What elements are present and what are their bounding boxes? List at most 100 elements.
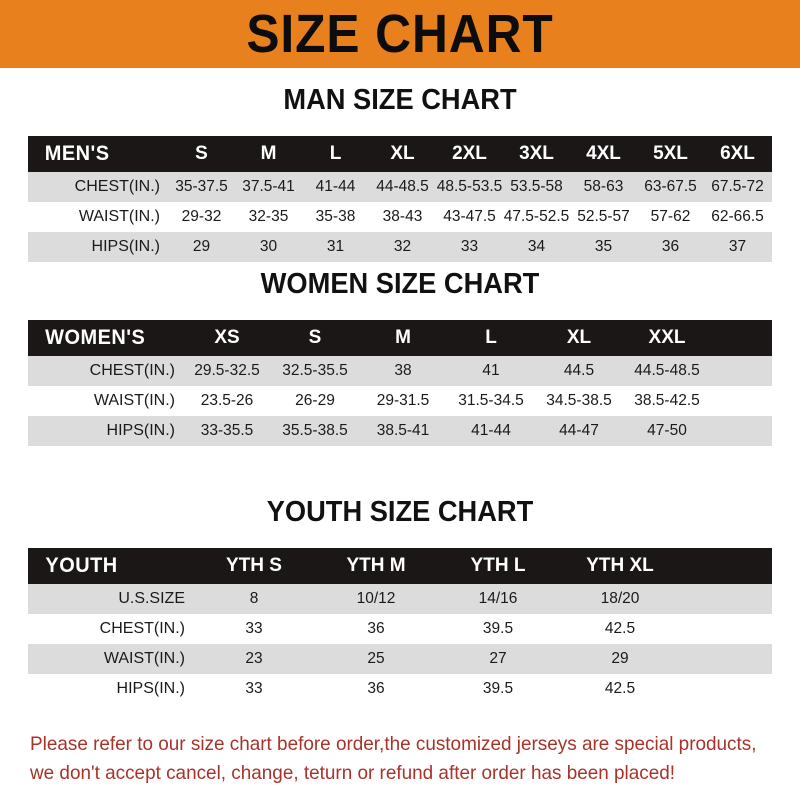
men-row-label-2: HIPS(IN.) bbox=[91, 238, 160, 255]
men-size-5: 3XL bbox=[519, 143, 554, 164]
women-row-label-0: CHEST(IN.) bbox=[89, 362, 175, 379]
women-size-table: WOMEN'S XS S M L XL XXL CHEST(IN.) 29.5-32.5 32.5… bbox=[28, 320, 772, 446]
women-header-row: WOMEN'S XS S M L XL XXL bbox=[28, 320, 772, 356]
table-cell: 34 bbox=[527, 238, 546, 255]
men-size-table: MEN'S S M L XL 2XL 3XL 4XL 5XL 6XL CHEST(IN.) 35-37… bbox=[28, 136, 772, 262]
table-cell: 44-47 bbox=[559, 422, 599, 439]
women-size-4: XL bbox=[566, 327, 592, 348]
table-cell: 29.5-32.5 bbox=[194, 362, 260, 379]
header-banner: SIZE CHART bbox=[0, 0, 800, 68]
women-size-5: XXL bbox=[648, 327, 686, 348]
table-row: CHEST(IN.) 33 36 39.5 42.5 bbox=[28, 614, 772, 644]
men-header-label: MEN'S bbox=[44, 142, 110, 165]
youth-size-3: YTH XL bbox=[586, 555, 654, 576]
table-cell: 41-44 bbox=[315, 178, 356, 195]
men-size-0: S bbox=[195, 143, 208, 164]
table-cell: 33 bbox=[460, 238, 479, 255]
women-row-label-1: WAIST(IN.) bbox=[93, 392, 175, 409]
youth-size-0: YTH S bbox=[226, 555, 282, 576]
table-cell: 30 bbox=[259, 238, 278, 255]
table-cell: 41-44 bbox=[471, 422, 511, 439]
table-cell: 62-66.5 bbox=[711, 208, 764, 225]
table-cell: 33 bbox=[245, 620, 263, 637]
men-row-label-0: CHEST(IN.) bbox=[74, 178, 160, 195]
youth-row-label-0: U.S.SIZE bbox=[118, 590, 185, 607]
table-cell: 18/20 bbox=[600, 590, 640, 607]
table-cell: 26-29 bbox=[295, 392, 335, 409]
table-cell: 31.5-34.5 bbox=[458, 392, 524, 409]
youth-row-label-2: WAIST(IN.) bbox=[103, 650, 185, 667]
youth-header-label: YOUTH bbox=[45, 554, 118, 577]
table-cell: 43-47.5 bbox=[443, 208, 496, 225]
table-cell: 37.5-41 bbox=[242, 178, 295, 195]
table-row: WAIST(IN.) 23 25 27 29 bbox=[28, 644, 772, 674]
table-cell: 41 bbox=[482, 362, 500, 379]
table-cell: 25 bbox=[367, 650, 385, 667]
women-size-0: XS bbox=[214, 327, 240, 348]
table-cell: 58-63 bbox=[583, 178, 624, 195]
table-cell: 32 bbox=[393, 238, 412, 255]
table-cell: 37 bbox=[728, 238, 747, 255]
women-size-3: L bbox=[485, 327, 497, 348]
table-cell: 47-50 bbox=[647, 422, 687, 439]
youth-size-2: YTH L bbox=[470, 555, 526, 576]
table-cell: 57-62 bbox=[650, 208, 691, 225]
table-cell: 31 bbox=[326, 238, 345, 255]
table-cell: 23 bbox=[245, 650, 263, 667]
table-cell: 63-67.5 bbox=[644, 178, 697, 195]
men-size-8: 6XL bbox=[720, 143, 755, 164]
table-cell: 38-43 bbox=[382, 208, 423, 225]
men-size-7: 5XL bbox=[653, 143, 688, 164]
table-cell: 35-38 bbox=[315, 208, 356, 225]
table-row: HIPS(IN.) 33 36 39.5 42.5 bbox=[28, 674, 772, 704]
table-cell: 38.5-41 bbox=[376, 422, 430, 439]
table-row: CHEST(IN.) 29.5-32.5 32.5-35.5 38 41 44.5 44.5… bbox=[28, 356, 772, 386]
table-cell: 35 bbox=[594, 238, 613, 255]
table-cell: 33 bbox=[245, 680, 263, 697]
youth-size-1: YTH M bbox=[346, 555, 406, 576]
table-cell: 42.5 bbox=[604, 620, 636, 637]
table-cell: 33-35.5 bbox=[200, 422, 254, 439]
table-cell: 52.5-57 bbox=[577, 208, 630, 225]
youth-row-label-1: CHEST(IN.) bbox=[99, 620, 185, 637]
table-cell: 29-31.5 bbox=[376, 392, 430, 409]
table-row: WAIST(IN.) 29-32 32-35 35-38 38-43 43-47.5 47.… bbox=[28, 202, 772, 232]
men-size-6: 4XL bbox=[586, 143, 621, 164]
women-section-title: WOMEN SIZE CHART bbox=[260, 268, 540, 300]
table-cell: 35.5-38.5 bbox=[282, 422, 348, 439]
women-size-1: S bbox=[308, 327, 322, 348]
men-size-3: XL bbox=[390, 143, 415, 164]
table-cell: 53.5-58 bbox=[510, 178, 563, 195]
youth-section-title: YOUTH SIZE CHART bbox=[266, 496, 534, 528]
table-cell: 47.5-52.5 bbox=[503, 208, 570, 225]
youth-header-row: YOUTH YTH S YTH M YTH L YTH XL bbox=[28, 548, 772, 584]
table-cell: 44-48.5 bbox=[376, 178, 429, 195]
table-cell: 38.5-42.5 bbox=[634, 392, 700, 409]
table-cell: 36 bbox=[367, 680, 385, 697]
table-cell: 29-32 bbox=[181, 208, 222, 225]
table-cell: 35-37.5 bbox=[175, 178, 228, 195]
table-row: HIPS(IN.) 29 30 31 32 33 34 35 36 37 bbox=[28, 232, 772, 262]
table-cell: 42.5 bbox=[604, 680, 636, 697]
women-size-2: M bbox=[395, 327, 411, 348]
table-cell: 34.5-38.5 bbox=[546, 392, 612, 409]
table-row: U.S.SIZE 8 10/12 14/16 18/20 bbox=[28, 584, 772, 614]
page-title: SIZE CHART bbox=[246, 4, 554, 64]
table-cell: 67.5-72 bbox=[711, 178, 764, 195]
table-cell: 29 bbox=[192, 238, 211, 255]
men-row-label-1: WAIST(IN.) bbox=[78, 208, 160, 225]
table-cell: 36 bbox=[661, 238, 680, 255]
youth-size-table: YOUTH YTH S YTH M YTH L YTH XL U.S.SIZE 8 10/12… bbox=[28, 548, 772, 704]
order-policy-line-1: Please refer to our size chart before or… bbox=[30, 733, 757, 755]
table-cell: 27 bbox=[489, 650, 507, 667]
men-section-title: MAN SIZE CHART bbox=[283, 84, 517, 116]
table-cell: 23.5-26 bbox=[200, 392, 254, 409]
table-cell: 39.5 bbox=[482, 620, 514, 637]
table-cell: 44.5-48.5 bbox=[634, 362, 700, 379]
men-header-row: MEN'S S M L XL 2XL 3XL 4XL 5XL 6XL bbox=[28, 136, 772, 172]
table-row: CHEST(IN.) 35-37.5 37.5-41 41-44 44-48.5 48.5… bbox=[28, 172, 772, 202]
table-cell: 32.5-35.5 bbox=[282, 362, 348, 379]
table-cell: 39.5 bbox=[482, 680, 514, 697]
order-policy-line-2: we don't accept cancel, change, teturn o… bbox=[30, 762, 676, 784]
